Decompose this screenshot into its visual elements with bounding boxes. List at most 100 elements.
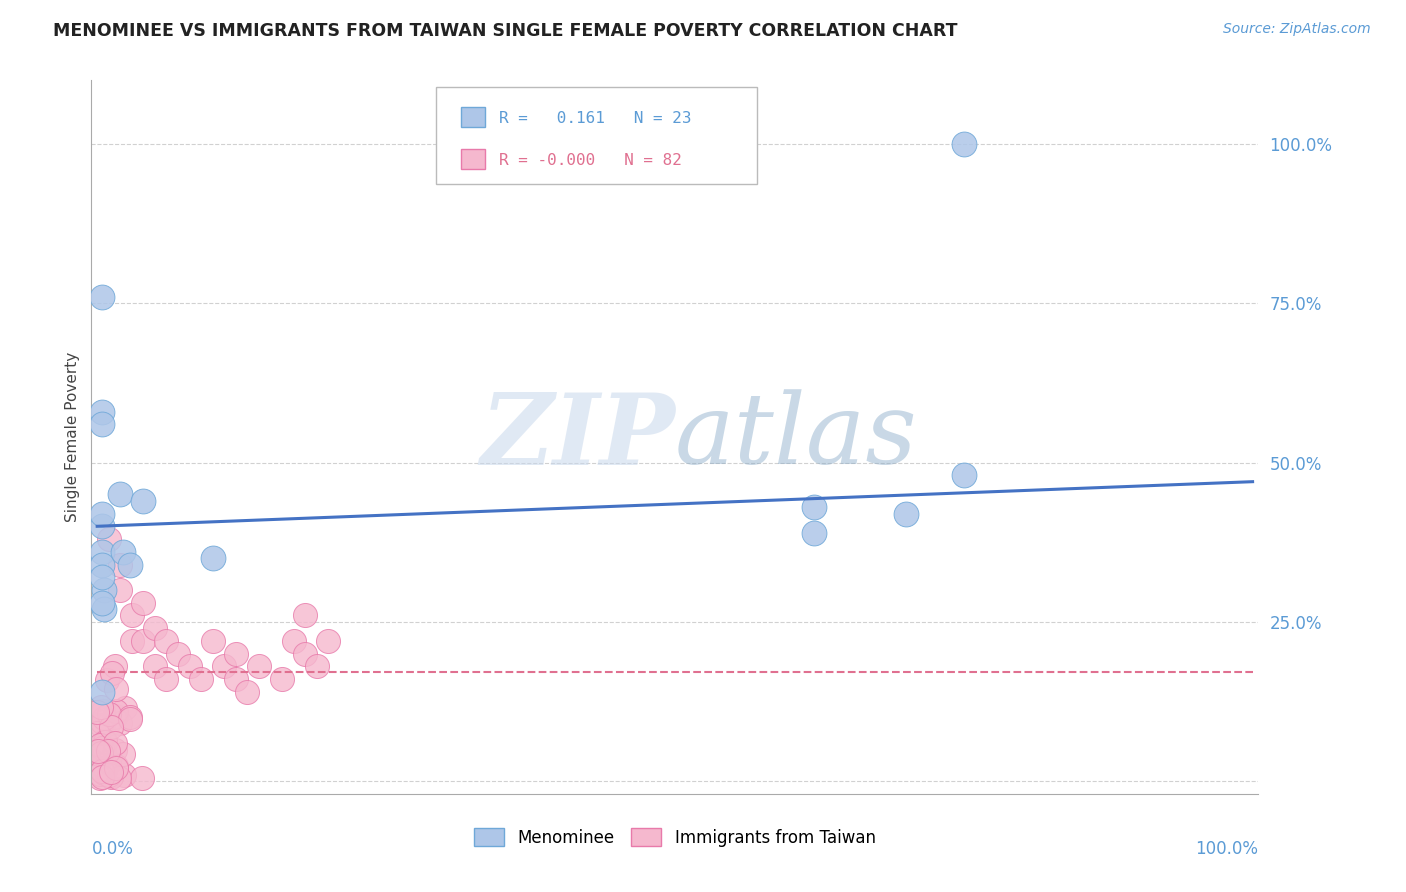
Point: [236, 685, 259, 699]
Point: [91, 764, 114, 778]
Point: [104, 759, 127, 773]
Point: [121, 608, 143, 623]
Point: [93, 766, 115, 780]
Point: [97, 768, 120, 782]
Point: [101, 665, 124, 680]
Point: [118, 558, 141, 572]
Point: [112, 767, 135, 781]
Point: [90, 558, 112, 572]
Point: [90, 741, 112, 756]
Point: [179, 659, 201, 673]
Point: [97, 743, 120, 757]
Point: [111, 747, 134, 762]
Point: [87, 742, 110, 756]
Point: [98, 707, 121, 722]
Text: MENOMINEE VS IMMIGRANTS FROM TAIWAN SINGLE FEMALE POVERTY CORRELATION CHART: MENOMINEE VS IMMIGRANTS FROM TAIWAN SING…: [53, 22, 957, 40]
Point: [103, 709, 125, 723]
Point: [104, 681, 127, 696]
Point: [90, 545, 112, 559]
Text: ZIP: ZIP: [479, 389, 675, 485]
Point: [91, 714, 114, 729]
Point: [143, 621, 166, 635]
Point: [89, 738, 111, 752]
Point: [87, 744, 110, 758]
Point: [105, 709, 128, 723]
Point: [93, 741, 115, 756]
Point: [90, 746, 112, 760]
Y-axis label: Single Female Poverty: Single Female Poverty: [65, 352, 80, 522]
Point: [96, 673, 118, 687]
Point: [294, 647, 316, 661]
Point: [201, 551, 224, 566]
Point: [100, 720, 122, 734]
Point: [94, 733, 117, 747]
Point: [271, 672, 294, 686]
Point: [132, 634, 155, 648]
Point: [143, 659, 166, 673]
Point: [90, 570, 112, 584]
Point: [283, 634, 305, 648]
Point: [90, 740, 112, 755]
Point: [118, 710, 141, 724]
Point: [90, 507, 112, 521]
Point: [121, 634, 143, 648]
Point: [87, 740, 110, 755]
Point: [107, 771, 129, 785]
Point: [201, 634, 224, 648]
Point: [952, 468, 974, 483]
Point: [100, 769, 122, 783]
Point: [90, 519, 112, 533]
Point: [104, 761, 127, 775]
Point: [86, 705, 108, 719]
Point: [114, 701, 136, 715]
Point: [90, 718, 112, 732]
Point: [111, 545, 134, 559]
Point: [894, 507, 917, 521]
Text: atlas: atlas: [675, 390, 918, 484]
Point: [93, 762, 115, 776]
Point: [110, 715, 132, 730]
Text: Source: ZipAtlas.com: Source: ZipAtlas.com: [1223, 22, 1371, 37]
Point: [214, 659, 236, 673]
Point: [90, 417, 112, 432]
Text: 0.0%: 0.0%: [91, 840, 134, 858]
Point: [93, 747, 115, 761]
Point: [110, 558, 132, 572]
Point: [155, 634, 177, 648]
Point: [90, 685, 112, 699]
Point: [132, 596, 155, 610]
FancyBboxPatch shape: [461, 107, 485, 127]
Point: [89, 771, 111, 785]
Point: [131, 771, 153, 785]
Text: 100.0%: 100.0%: [1195, 840, 1258, 858]
Point: [86, 725, 108, 739]
Text: R =   0.161   N = 23: R = 0.161 N = 23: [499, 111, 692, 126]
Point: [803, 525, 825, 540]
Point: [118, 712, 141, 726]
Point: [90, 762, 112, 776]
Point: [90, 771, 112, 785]
Point: [294, 608, 316, 623]
Point: [155, 672, 177, 686]
Point: [90, 596, 112, 610]
FancyBboxPatch shape: [436, 87, 756, 184]
Point: [93, 602, 115, 616]
Point: [110, 582, 132, 597]
Point: [104, 704, 127, 718]
Point: [93, 711, 115, 725]
Point: [104, 743, 127, 757]
Text: R = -0.000   N = 82: R = -0.000 N = 82: [499, 153, 682, 169]
Point: [316, 634, 339, 648]
Point: [305, 659, 328, 673]
Point: [94, 713, 117, 727]
Point: [97, 716, 120, 731]
Point: [90, 700, 112, 714]
Point: [132, 493, 155, 508]
Point: [952, 136, 974, 151]
Point: [247, 659, 270, 673]
Legend: Menominee, Immigrants from Taiwan: Menominee, Immigrants from Taiwan: [467, 822, 883, 854]
Point: [90, 290, 112, 304]
Point: [87, 747, 110, 761]
Point: [98, 755, 121, 769]
Point: [100, 770, 122, 784]
